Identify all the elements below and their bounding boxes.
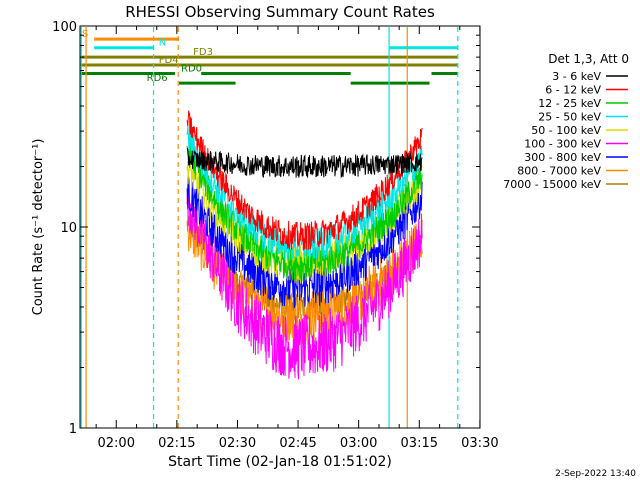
flag-label: N [159,38,166,49]
x-tick-label: 02:15 [158,436,195,451]
axis-ticks: 02:00 02:15 02:30 02:45 03:00 03:15 03:30 1 10 10… [52,20,498,451]
series-trace [186,110,423,251]
legend-entry-label: 12 - 25 keV [538,97,601,110]
y-tick-label: 100 [52,20,77,35]
x-tick-label: 02:30 [219,436,256,451]
legend-entry-label: 25 - 50 keV [538,111,601,124]
legend-entry-label: 800 - 7000 keV [517,165,601,178]
flag-label: RD0 [181,64,202,75]
legend-entry-label: 3 - 6 keV [552,70,601,83]
y-tick-label: 10 [60,221,77,236]
series-trace [186,147,423,179]
chart-title: RHESSI Observing Summary Count Rates [125,3,435,21]
x-tick-label: 03:00 [340,436,377,451]
series-trace [186,142,423,282]
x-tick-label: 03:30 [461,436,498,451]
flag-label: S [82,29,88,40]
vertical-markers [80,27,459,428]
legend-entry-label: 300 - 800 keV [524,151,601,164]
flag-label: FD3 [193,47,213,58]
x-tick-label: 02:45 [279,436,316,451]
series-trace [186,178,423,309]
y-tick-label: 1 [69,422,77,437]
x-tick-label: 02:00 [98,436,135,451]
legend-entry-label: 6 - 12 keV [545,84,601,97]
x-tick-label: 03:15 [401,436,438,451]
legend-entry-label: 50 - 100 keV [531,124,601,137]
footer-timestamp: 2-Sep-2022 13:40 [555,469,636,479]
flag-label: FD4 [159,55,179,66]
legend-title: Det 1,3, Att 0 [548,52,629,66]
series-trace [186,175,423,380]
legend-entry-label: 100 - 300 keV [524,138,601,151]
y-axis-label: Count Rate (s⁻¹ detector⁻¹) [31,139,46,316]
x-axis-label: Start Time (02-Jan-18 01:51:02) [168,454,392,470]
flag-label: RD6 [147,73,168,84]
series-layer [186,110,423,380]
legend-entry-label: 7000 - 15000 keV [503,178,601,191]
